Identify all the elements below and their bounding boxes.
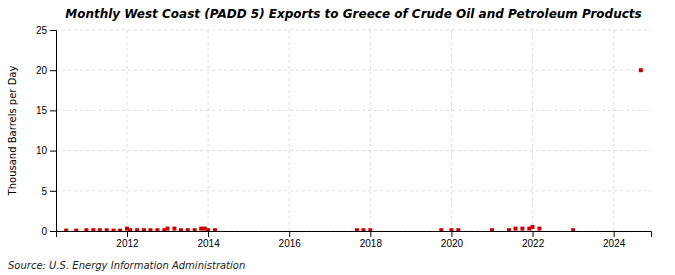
point bbox=[206, 228, 210, 231]
point bbox=[91, 228, 95, 231]
x-axis: 2012 2014 2016 2018 2020 2022 2024 bbox=[57, 231, 652, 249]
grid-line bbox=[370, 30, 371, 231]
y-axis-label: Thousand Barrels per Day bbox=[7, 66, 18, 197]
point bbox=[74, 229, 78, 231]
point bbox=[64, 229, 68, 231]
tick-mark bbox=[533, 231, 534, 237]
tick-mark bbox=[50, 110, 56, 111]
point bbox=[490, 228, 494, 231]
tick-label: 2024 bbox=[603, 238, 626, 249]
points bbox=[64, 68, 643, 231]
tick-mark bbox=[50, 30, 56, 31]
tick: 2018 bbox=[360, 231, 383, 249]
tick-label: 15 bbox=[36, 105, 48, 116]
point bbox=[355, 228, 359, 231]
tick: 20 bbox=[36, 65, 56, 76]
tick-mark bbox=[370, 231, 371, 237]
grid-line bbox=[56, 110, 651, 111]
tick: 2016 bbox=[279, 231, 302, 249]
point bbox=[135, 228, 139, 231]
tick: 2024 bbox=[603, 231, 626, 249]
grid-line bbox=[289, 30, 290, 231]
tick-mark bbox=[50, 231, 56, 232]
tick-mark bbox=[50, 70, 56, 71]
point bbox=[186, 228, 190, 231]
tick-label: 2018 bbox=[360, 238, 383, 249]
tick-label: 20 bbox=[36, 65, 48, 76]
tick-mark bbox=[50, 151, 56, 152]
tick-label: 2022 bbox=[522, 238, 545, 249]
point bbox=[571, 228, 575, 231]
tick-label: 25 bbox=[36, 25, 48, 36]
point bbox=[456, 228, 460, 231]
point bbox=[531, 225, 535, 229]
grid-line bbox=[56, 150, 651, 151]
point bbox=[213, 228, 217, 231]
tick-label: 10 bbox=[36, 145, 48, 156]
tick-label: 2014 bbox=[197, 238, 220, 249]
point bbox=[639, 68, 643, 72]
grid bbox=[56, 30, 651, 231]
chart: 2012 2014 2016 2018 2020 2022 2024 0 5 10 15 20 25 Mo… bbox=[0, 0, 675, 275]
point bbox=[128, 228, 132, 231]
tick-mark bbox=[614, 231, 615, 237]
tick: 2020 bbox=[441, 231, 464, 249]
tick-mark bbox=[451, 231, 452, 237]
grid-line bbox=[613, 30, 614, 231]
tick-mark bbox=[50, 191, 56, 192]
point bbox=[507, 228, 511, 231]
tick-mark bbox=[289, 231, 290, 237]
point bbox=[105, 228, 109, 231]
point bbox=[112, 229, 116, 231]
grid-line bbox=[56, 30, 651, 31]
point bbox=[368, 228, 372, 231]
point bbox=[172, 227, 176, 231]
tick: 0 bbox=[41, 226, 56, 237]
point bbox=[537, 227, 541, 231]
tick: 5 bbox=[41, 186, 56, 197]
tick-label: 5 bbox=[41, 186, 47, 197]
tick-label: 2016 bbox=[279, 238, 302, 249]
point bbox=[199, 227, 203, 231]
axis-line bbox=[57, 232, 652, 238]
point bbox=[439, 228, 443, 231]
axis-line bbox=[50, 31, 57, 232]
point bbox=[84, 228, 88, 231]
tick: 15 bbox=[36, 105, 56, 116]
tick-mark bbox=[127, 231, 128, 237]
grid-line bbox=[208, 30, 209, 231]
point bbox=[149, 228, 153, 231]
y-axis: 0 5 10 15 20 25 bbox=[36, 25, 57, 237]
grid-line bbox=[451, 30, 452, 231]
annotation: Source: U.S. Energy Information Administ… bbox=[8, 260, 245, 271]
title: Monthly West Coast (PADD 5) Exports to G… bbox=[65, 7, 641, 21]
point bbox=[179, 228, 183, 231]
point bbox=[155, 228, 159, 231]
tick: 2012 bbox=[116, 231, 139, 249]
tick-label: 2020 bbox=[441, 238, 464, 249]
tick-label: 2012 bbox=[116, 238, 139, 249]
tick: 2014 bbox=[197, 231, 220, 249]
point bbox=[193, 228, 197, 231]
grid-line bbox=[126, 30, 127, 231]
point bbox=[520, 227, 524, 231]
point bbox=[142, 228, 146, 231]
point bbox=[166, 227, 170, 231]
tick-label: 0 bbox=[41, 226, 47, 237]
grid-line bbox=[56, 70, 651, 71]
tick-mark bbox=[208, 231, 209, 237]
point bbox=[118, 229, 122, 231]
tick: 25 bbox=[36, 25, 56, 36]
point bbox=[361, 228, 365, 231]
point bbox=[514, 227, 518, 231]
tick: 10 bbox=[36, 145, 56, 156]
grid-line bbox=[532, 30, 533, 231]
tick: 2022 bbox=[522, 231, 545, 249]
point bbox=[449, 228, 453, 231]
plot-area: 2012 2014 2016 2018 2020 2022 2024 0 5 10 15 20 25 bbox=[36, 25, 652, 249]
grid-line bbox=[56, 190, 651, 191]
point bbox=[98, 228, 102, 231]
